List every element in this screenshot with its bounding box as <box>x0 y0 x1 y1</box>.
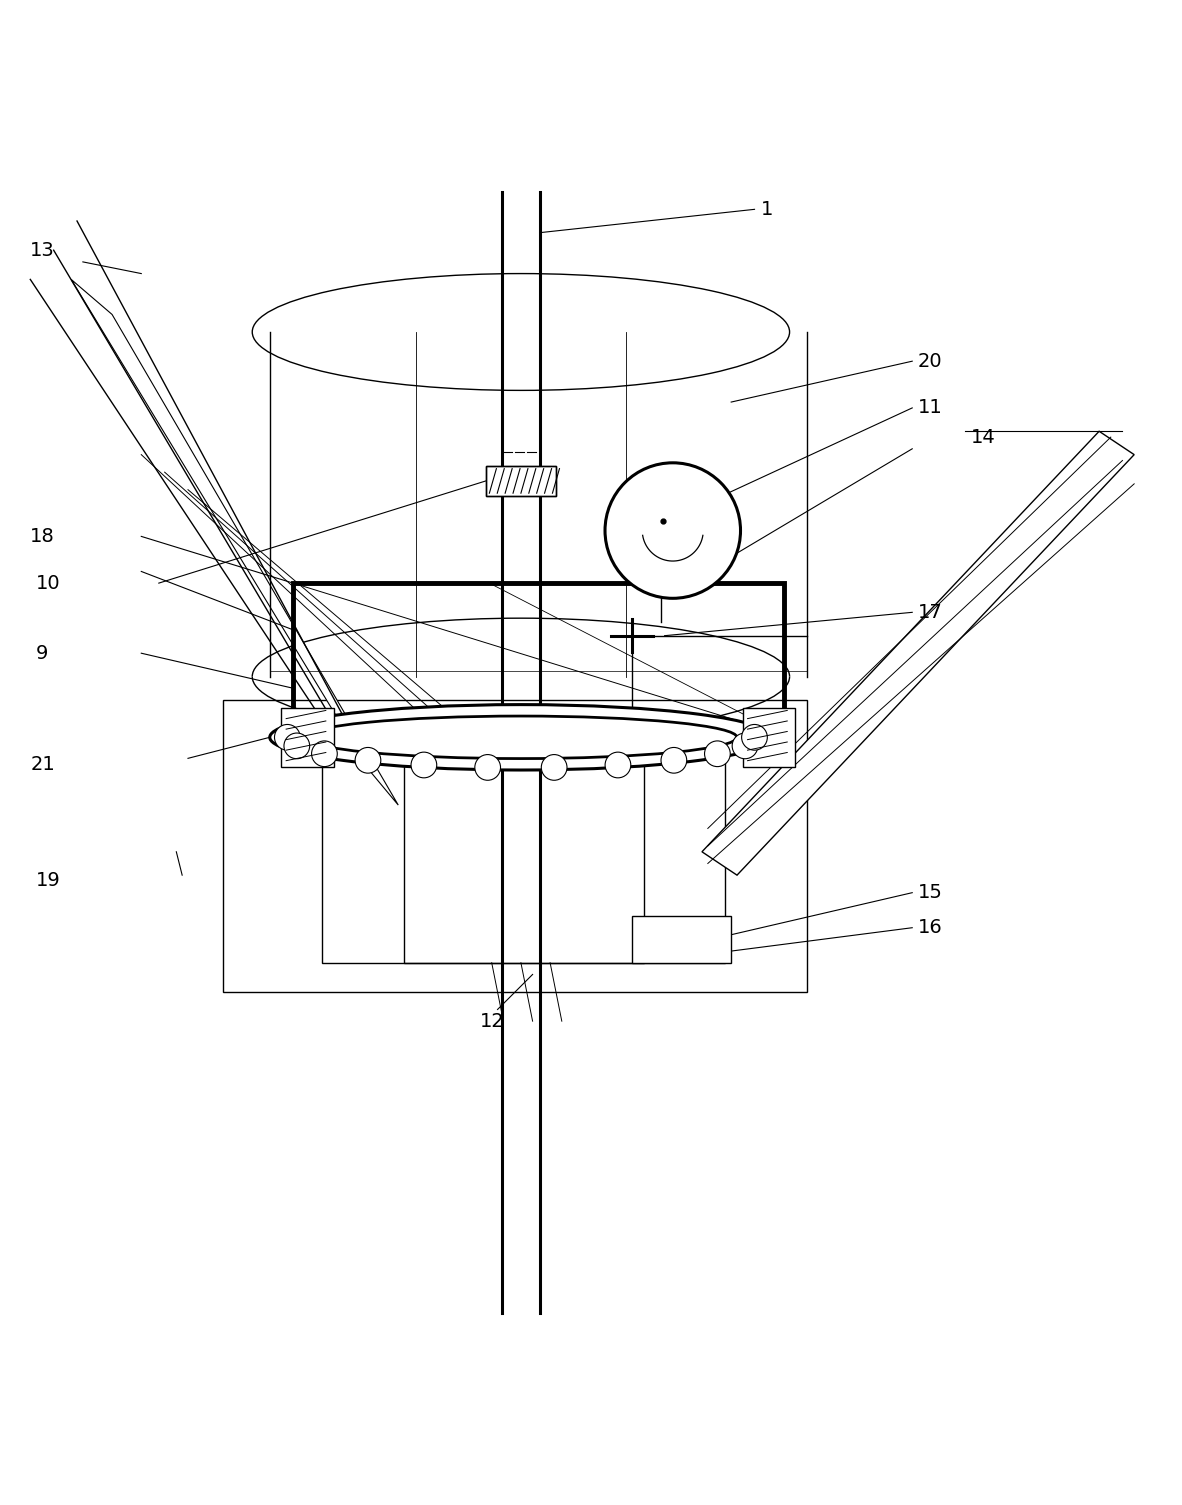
Bar <box>404 734 643 963</box>
Circle shape <box>274 724 300 749</box>
Ellipse shape <box>269 704 772 771</box>
Text: 15: 15 <box>918 883 943 901</box>
Text: 19: 19 <box>37 871 61 891</box>
Text: 9: 9 <box>37 644 48 662</box>
Circle shape <box>704 740 730 766</box>
Circle shape <box>312 740 337 766</box>
Text: 18: 18 <box>31 527 56 546</box>
Ellipse shape <box>305 716 736 759</box>
Text: 21: 21 <box>31 754 56 774</box>
Circle shape <box>475 754 500 780</box>
Text: 14: 14 <box>970 427 995 447</box>
Bar <box>632 917 732 963</box>
Bar <box>293 582 784 734</box>
Text: 11: 11 <box>918 399 943 417</box>
Circle shape <box>605 464 740 599</box>
Bar <box>323 734 726 963</box>
Text: 12: 12 <box>480 1011 505 1031</box>
Bar <box>223 700 807 992</box>
Polygon shape <box>702 432 1135 874</box>
Bar <box>742 709 795 766</box>
Text: 1: 1 <box>760 200 773 218</box>
Bar <box>486 467 556 495</box>
Polygon shape <box>71 280 398 805</box>
Circle shape <box>605 752 631 778</box>
Circle shape <box>541 754 567 780</box>
Circle shape <box>732 733 758 759</box>
Text: 10: 10 <box>37 573 60 593</box>
Text: 13: 13 <box>31 241 56 260</box>
Circle shape <box>355 748 381 774</box>
Bar <box>486 467 556 495</box>
Circle shape <box>411 752 436 778</box>
Circle shape <box>741 724 767 749</box>
Circle shape <box>661 748 687 774</box>
Bar <box>281 709 335 766</box>
Text: 17: 17 <box>918 604 943 622</box>
Text: 16: 16 <box>918 918 943 938</box>
Text: 20: 20 <box>918 352 943 370</box>
Circle shape <box>284 733 310 759</box>
